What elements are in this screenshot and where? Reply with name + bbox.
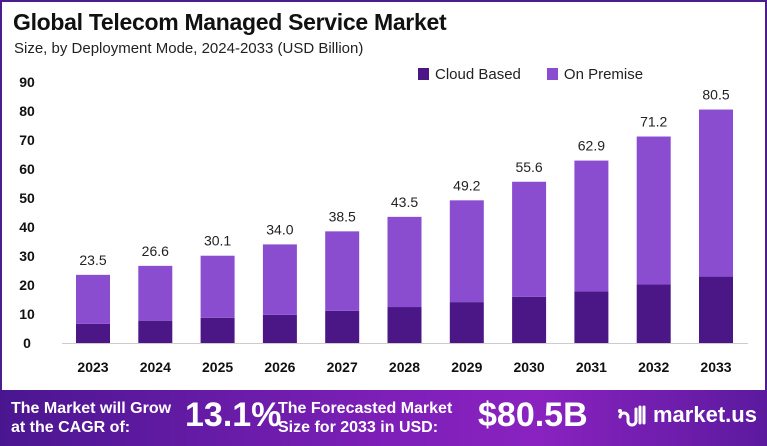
legend-item-cloud: Cloud Based	[418, 66, 521, 83]
legend-item-premise: On Premise	[546, 66, 644, 83]
bar-cloud-based-2027	[325, 310, 360, 343]
bar-chart: 010203040506070809023.5202326.6202430.12…	[19, 74, 748, 375]
cagr-label: The Market will Grow at the CAGR of:	[11, 399, 171, 437]
data-label-2032: 71.2	[640, 114, 667, 130]
legend-label-premise: On Premise	[563, 66, 644, 83]
x-tick-label: 2027	[327, 359, 358, 375]
cagr-label-line1: The Market will Grow	[11, 400, 172, 417]
legend: Cloud Based On Premise	[418, 66, 643, 83]
x-tick-label: 2031	[576, 359, 607, 375]
forecast-label-line2: Size for 2033 in USD:	[278, 419, 439, 436]
x-tick-label: 2026	[264, 359, 295, 375]
x-tick-label: 2033	[700, 359, 731, 375]
market-us-logo: market.us	[617, 402, 757, 428]
logo-text: market.us	[653, 402, 757, 427]
y-tick-label: 50	[19, 190, 35, 206]
y-tick-label: 30	[19, 248, 35, 264]
bar-cloud-based-2028	[387, 307, 422, 343]
data-label-2027: 38.5	[329, 208, 356, 224]
data-label-2029: 49.2	[453, 177, 480, 193]
y-tick-label: 40	[19, 219, 35, 235]
y-tick-label: 0	[23, 335, 31, 351]
x-tick-label: 2023	[77, 359, 108, 375]
forecast-value: $80.5B	[478, 396, 588, 434]
bar-cloud-based-2031	[574, 291, 609, 343]
bar-cloud-based-2025	[200, 317, 235, 343]
data-label-2030: 55.6	[515, 159, 542, 175]
logo-icon	[618, 405, 646, 427]
data-label-2024: 26.6	[142, 243, 169, 259]
x-tick-label: 2028	[389, 359, 420, 375]
bar-on-premise-2031	[574, 160, 609, 292]
y-tick-label: 90	[19, 74, 35, 90]
legend-label-cloud: Cloud Based	[435, 66, 521, 83]
data-label-2026: 34.0	[266, 221, 293, 237]
legend-swatch-cloud	[418, 68, 429, 80]
y-tick-label: 70	[19, 132, 35, 148]
bar-on-premise-2027	[325, 231, 360, 311]
bar-cloud-based-2023	[76, 323, 110, 343]
bar-cloud-based-2024	[138, 320, 173, 343]
summary-banner: The Market will Grow at the CAGR of: 13.1…	[0, 390, 767, 446]
bar-on-premise-2030	[512, 181, 547, 297]
bar-on-premise-2028	[387, 216, 422, 308]
bar-cloud-based-2033	[699, 276, 733, 343]
y-tick-label: 10	[19, 306, 35, 322]
data-label-2033: 80.5	[702, 87, 729, 103]
legend-swatch-premise	[546, 68, 558, 80]
bar-cloud-based-2032	[636, 284, 671, 343]
y-tick-label: 60	[19, 161, 35, 177]
x-tick-label: 2024	[140, 359, 171, 375]
x-tick-label: 2032	[638, 359, 669, 375]
x-tick-label: 2025	[202, 359, 233, 375]
x-tick-label: 2030	[514, 359, 545, 375]
forecast-label-line1: The Forecasted Market	[278, 400, 453, 417]
bar-on-premise-2023	[76, 274, 110, 324]
bar-cloud-based-2030	[512, 296, 547, 343]
cagr-value: 13.1%	[185, 396, 282, 434]
bar-on-premise-2033	[699, 109, 733, 277]
data-label-2023: 23.5	[79, 252, 106, 268]
chart-subtitle: Size, by Deployment Mode, 2024-2033 (USD…	[14, 40, 364, 57]
bar-on-premise-2026	[262, 244, 297, 315]
chart-title: Global Telecom Managed Service Market	[13, 9, 447, 35]
bar-on-premise-2029	[449, 200, 484, 303]
bar-on-premise-2032	[636, 136, 671, 285]
bar-cloud-based-2029	[449, 302, 484, 343]
forecast-label: The Forecasted Market Size for 2033 in US…	[278, 399, 452, 437]
y-tick-label: 80	[19, 103, 35, 119]
data-label-2028: 43.5	[391, 194, 418, 210]
y-tick-label: 20	[19, 277, 35, 293]
bar-cloud-based-2026	[262, 314, 297, 343]
x-tick-label: 2029	[451, 359, 482, 375]
data-label-2025: 30.1	[204, 233, 231, 249]
data-label-2031: 62.9	[578, 138, 605, 154]
bar-on-premise-2024	[138, 265, 173, 321]
bar-on-premise-2025	[200, 255, 235, 318]
cagr-label-line2: at the CAGR of:	[11, 419, 131, 436]
